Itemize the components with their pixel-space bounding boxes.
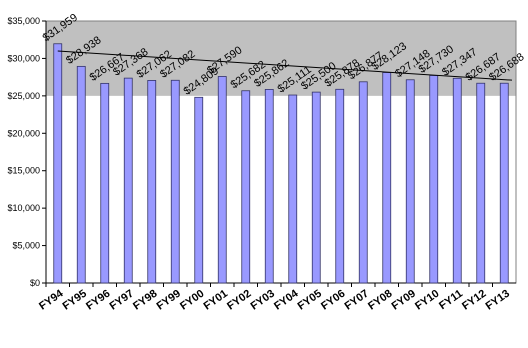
x-tick-label: FY04 [272, 287, 301, 312]
x-tick-label: FY98 [131, 288, 159, 313]
x-tick-label: FY03 [249, 288, 277, 313]
bar [100, 82, 110, 284]
bar [288, 94, 298, 284]
x-tick-label: FY12 [460, 288, 488, 313]
bar [53, 43, 63, 284]
bar [452, 77, 462, 284]
bar [241, 90, 251, 284]
bar [429, 75, 439, 284]
bar [217, 76, 227, 284]
y-tick-label: $20,000 [7, 128, 40, 138]
x-tick-label: FY13 [484, 288, 512, 313]
x-tick-label: FY95 [61, 288, 89, 313]
bar [382, 72, 392, 284]
x-tick-label: FY09 [390, 288, 418, 313]
x-tick-label: FY94 [37, 287, 66, 312]
y-tick-label: $15,000 [7, 166, 40, 176]
bar [358, 81, 368, 284]
bar [311, 91, 321, 284]
bar [499, 82, 509, 284]
y-tick-label: $10,000 [7, 203, 40, 213]
y-tick-label: $0 [30, 278, 40, 288]
x-tick-label: FY97 [108, 288, 136, 313]
x-tick-label: FY08 [366, 288, 394, 313]
x-tick-label: FY01 [202, 288, 230, 313]
bar [147, 80, 157, 284]
y-tick-label: $35,000 [7, 16, 40, 26]
trendline [57, 50, 513, 81]
x-tick-label: FY10 [413, 288, 441, 313]
bar [194, 96, 204, 284]
y-tick-label: $30,000 [7, 53, 40, 63]
y-tick-label: $5,000 [12, 241, 40, 251]
x-tick-label: FY06 [319, 288, 347, 313]
x-tick-label: FY00 [178, 288, 206, 313]
bar [405, 79, 415, 284]
bar [123, 77, 133, 284]
bar [76, 65, 86, 284]
y-tick-label: $25,000 [7, 91, 40, 101]
x-tick-label: FY11 [437, 288, 465, 313]
x-tick-label: FY02 [225, 288, 253, 313]
x-tick-label: FY07 [343, 288, 371, 313]
bar [264, 89, 274, 284]
x-tick-label: FY05 [296, 288, 324, 313]
bar [170, 79, 180, 284]
x-tick-label: FY96 [84, 288, 112, 313]
bar [476, 82, 486, 284]
x-tick-label: FY99 [155, 288, 183, 313]
bar [335, 88, 345, 284]
